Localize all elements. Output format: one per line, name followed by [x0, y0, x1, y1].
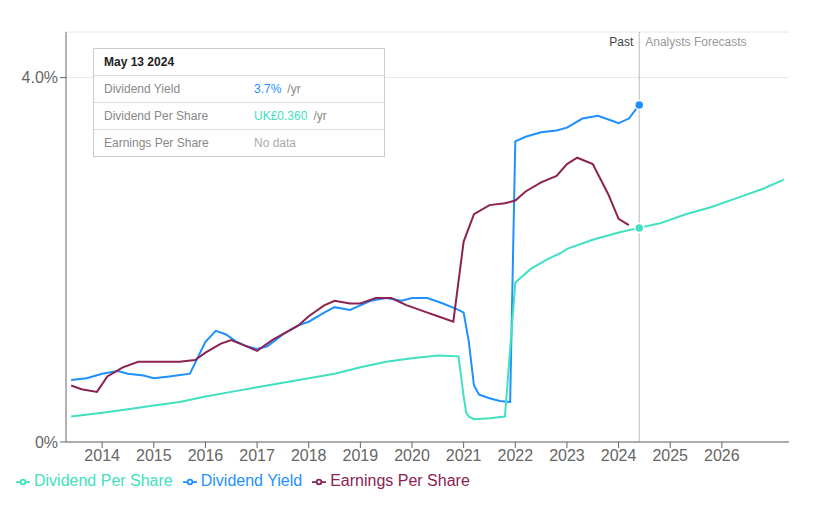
html-text:Dividend Per Share: Dividend Per Share [34, 472, 173, 489]
svg-text:2026: 2026 [704, 447, 740, 464]
svg-text:2015: 2015 [136, 447, 172, 464]
html-text:UK£0.360: UK£0.360 [254, 109, 308, 123]
svg-text:2023: 2023 [549, 447, 585, 464]
html-text:May 13 2024: May 13 2024 [104, 55, 175, 69]
html-text:Dividend Per Share: Dividend Per Share [104, 109, 209, 123]
svg-text:2024: 2024 [601, 447, 637, 464]
html-text:Earnings Per Share: Earnings Per Share [104, 136, 209, 150]
html-text:Dividend Yield: Dividend Yield [200, 472, 303, 489]
svg-text:Analysts Forecasts: Analysts Forecasts [645, 35, 746, 49]
svg-text:2014: 2014 [84, 447, 120, 464]
svg-text:2019: 2019 [343, 447, 379, 464]
svg-text:4.0%: 4.0% [22, 69, 58, 86]
html-text:/yr: /yr [313, 109, 327, 123]
svg-text:2025: 2025 [652, 447, 688, 464]
html-text:/yr: /yr [287, 82, 301, 96]
svg-text:0%: 0% [35, 434, 58, 451]
svg-text:2021: 2021 [446, 447, 482, 464]
svg-text:2016: 2016 [188, 447, 224, 464]
svg-text:2017: 2017 [239, 447, 275, 464]
svg-text:2022: 2022 [497, 447, 533, 464]
html-text:Earnings Per Share: Earnings Per Share [330, 472, 470, 489]
html-text:3.7%: 3.7% [254, 82, 282, 96]
html-text:No data: No data [254, 136, 296, 150]
svg-text:2018: 2018 [291, 447, 327, 464]
html-text:Dividend Yield: Dividend Yield [104, 82, 181, 96]
svg-text:Past: Past [609, 35, 634, 49]
svg-text:2020: 2020 [394, 447, 430, 464]
